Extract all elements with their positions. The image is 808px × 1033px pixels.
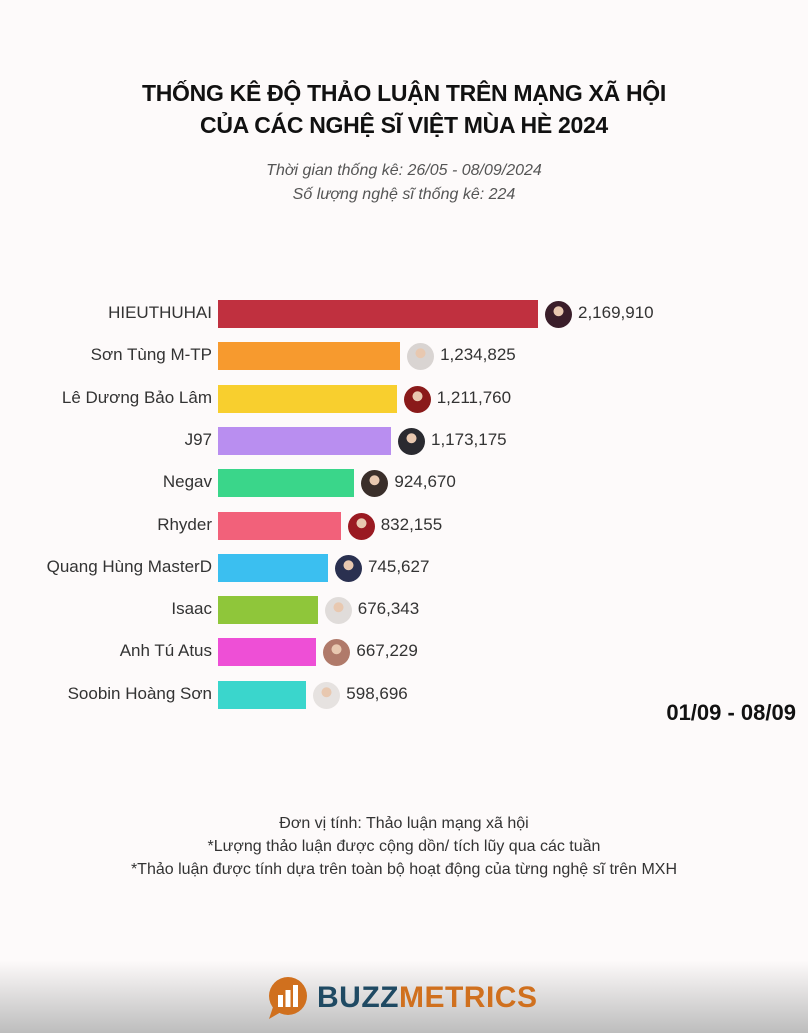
chart-bubble-icon [269, 977, 307, 1019]
buzzmetrics-logo: BUZZMETRICS [265, 975, 537, 1021]
brand-part2: METRICS [398, 981, 538, 1014]
bar [218, 469, 355, 498]
bar [218, 553, 328, 582]
value-label: 832,155 [380, 514, 443, 534]
artist-avatar-icon [334, 554, 362, 582]
note-unit: Đơn vị tính: Thảo luận mạng xã hội [279, 815, 529, 832]
chart-title-line1: THỐNG KÊ ĐỘ THẢO LUẬN TRÊN MẠNG XÃ HỘI [142, 80, 666, 106]
brand-part1: BUZZ [317, 981, 399, 1014]
artist-avatar-icon [313, 681, 341, 709]
bar [218, 426, 391, 455]
subtitle-count: Số lượng nghệ sĩ thống kê: 224 [292, 186, 516, 203]
category-label: HIEUTHUHAI [108, 303, 212, 322]
value-label: 667,229 [356, 641, 418, 661]
artist-avatar-icon [398, 427, 425, 455]
category-label: Negav [162, 472, 212, 492]
category-label: Rhyder [157, 514, 212, 534]
bar [218, 511, 341, 540]
artist-avatar-icon [545, 301, 572, 328]
value-label: 1,234,825 [440, 345, 516, 365]
value-label: 745,627 [367, 556, 430, 576]
value-label: 598,696 [346, 683, 408, 703]
period-label: 01/09 - 08/09 [666, 700, 796, 725]
chart-title-line2: CỦA CÁC NGHỆ SĨ VIỆT MÙA HÈ 2024 [200, 112, 608, 138]
bar [218, 300, 538, 328]
artist-avatar-icon [361, 470, 389, 498]
value-label: 2,169,910 [578, 303, 654, 322]
artist-avatar-icon [323, 639, 351, 667]
value-label: 1,173,175 [431, 429, 507, 449]
artist-avatar-icon [347, 512, 375, 540]
subtitle-period: Thời gian thống kê: 26/05 - 08/09/2024 [266, 162, 542, 179]
bar [218, 596, 318, 625]
note-method: *Thảo luận được tính dựa trên toàn bộ ho… [130, 861, 678, 878]
value-label: 1,211,760 [436, 387, 512, 407]
category-label: Isaac [171, 599, 212, 619]
bar [218, 384, 397, 413]
value-label: 924,670 [394, 472, 456, 492]
note-cumulative: *Lượng thảo luận được cộng dồn/ tích lũy… [207, 838, 601, 855]
artist-avatar-icon [324, 597, 352, 625]
bar [218, 638, 317, 667]
category-label: Soobin Hoàng Sơn [67, 683, 212, 703]
artist-avatar-icon [407, 343, 435, 371]
bar [218, 680, 307, 709]
category-label: J97 [184, 429, 212, 449]
bar [218, 342, 401, 371]
artist-avatar-icon [403, 385, 431, 413]
category-label: Sơn Tùng M-TP [90, 345, 212, 365]
category-label: Quang Hùng MasterD [46, 556, 212, 576]
category-label: Anh Tú Atus [119, 641, 212, 661]
category-label: Lê Dương Bảo Lâm [61, 387, 212, 407]
value-label: 676,343 [357, 599, 420, 619]
